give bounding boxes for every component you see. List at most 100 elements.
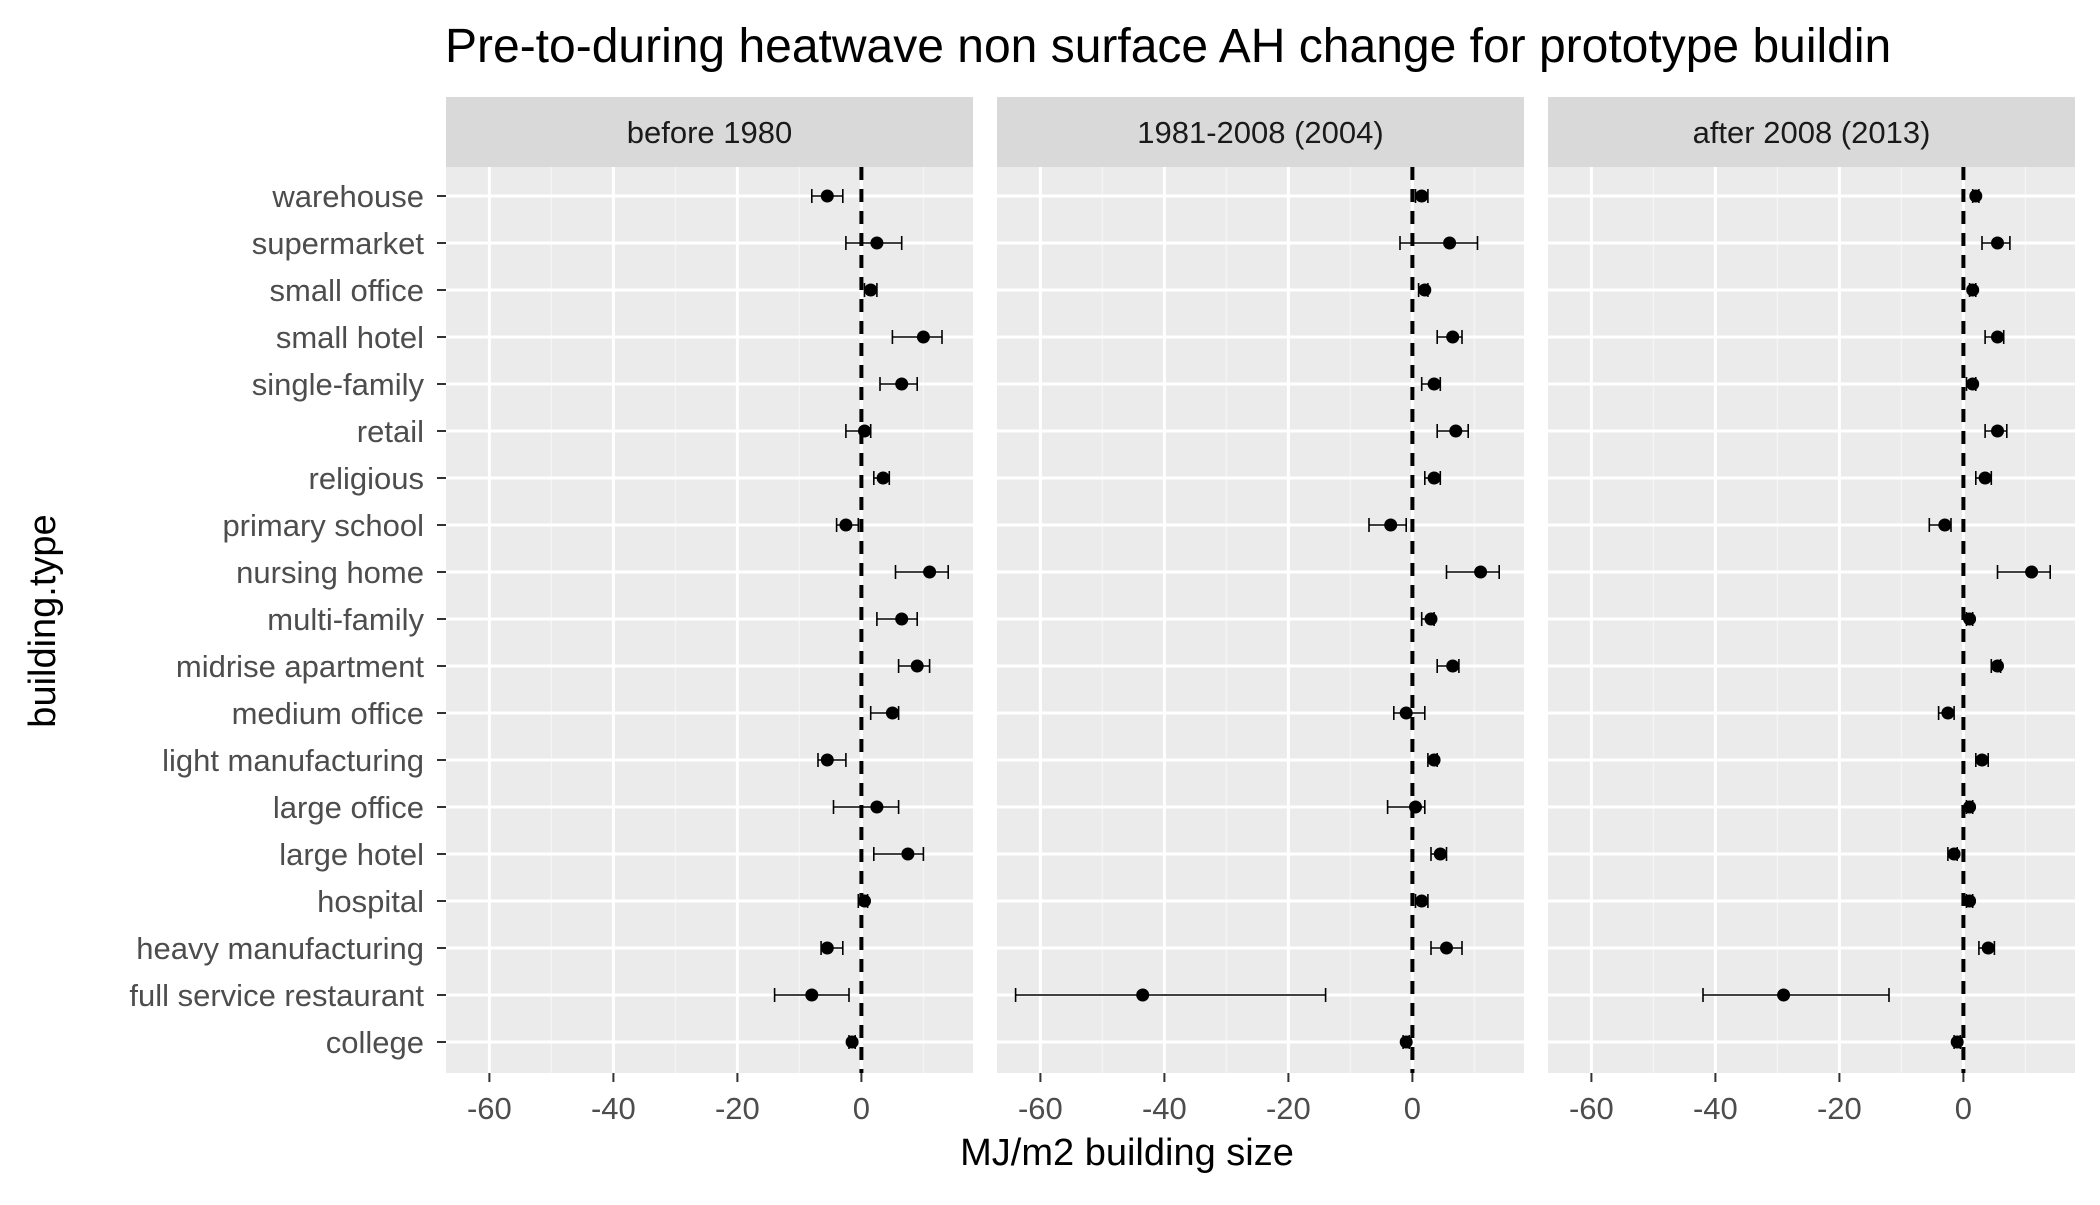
data-point-full-service-restaurant xyxy=(805,988,819,1002)
data-point-full-service-restaurant xyxy=(1777,988,1791,1002)
data-point-small-hotel xyxy=(1991,330,2004,344)
y-axis-label: building.type xyxy=(22,514,64,727)
data-point-warehouse xyxy=(1969,189,1983,203)
data-point-midrise-apartment xyxy=(1991,659,2004,673)
x-tick-label: -40 xyxy=(591,1091,636,1126)
y-tick-label-supermarket: supermarket xyxy=(252,226,425,261)
y-tick-label-small-office: small office xyxy=(270,273,425,308)
y-tick-label-warehouse: warehouse xyxy=(271,179,424,214)
x-tick-label: -40 xyxy=(1142,1091,1187,1126)
data-point-retail xyxy=(858,424,871,438)
data-point-religious xyxy=(876,471,890,485)
y-tick-label-retail: retail xyxy=(357,414,424,449)
data-point-heavy-manufacturing xyxy=(820,941,834,955)
data-point-multi-family xyxy=(1424,612,1438,626)
plot-layer: warehouse supermarket small office small ho… xyxy=(129,97,2075,1126)
facet-panel-2: 1981-2008 (2004) -60 -40 -20 0 xyxy=(997,97,1524,1126)
facet-strip-label: after 2008 (2013) xyxy=(1693,115,1931,150)
data-point-supermarket xyxy=(870,236,884,250)
y-tick-label-large-hotel: large hotel xyxy=(279,837,424,872)
data-point-large-hotel xyxy=(1947,847,1961,861)
y-tick-label-light-manufacturing: light manufacturing xyxy=(162,743,424,778)
data-point-primary-school xyxy=(1938,518,1952,532)
y-tick-label-hospital: hospital xyxy=(317,884,424,919)
y-tick-label-midrise-apartment: midrise apartment xyxy=(176,649,424,684)
data-point-medium-office xyxy=(1941,706,1955,720)
x-axis-label: MJ/m2 building size xyxy=(960,1132,1294,1174)
data-point-primary-school xyxy=(1384,518,1398,532)
data-point-retail xyxy=(1449,424,1463,438)
x-tick-label: 0 xyxy=(1955,1091,1972,1126)
data-point-single-family xyxy=(1427,377,1441,391)
data-point-large-office xyxy=(1409,800,1422,814)
facet-strip-label: 1981-2008 (2004) xyxy=(1137,115,1383,150)
y-tick-label-religious: religious xyxy=(309,461,424,496)
data-point-large-hotel xyxy=(901,847,915,861)
x-tick-label: -60 xyxy=(467,1091,512,1126)
facet-strip xyxy=(1548,97,2075,167)
x-tick-label: 0 xyxy=(853,1091,870,1126)
data-point-medium-office xyxy=(885,706,899,720)
data-point-supermarket xyxy=(1991,236,2004,250)
x-tick-label: -20 xyxy=(1817,1091,1862,1126)
data-point-religious xyxy=(1427,471,1441,485)
y-tick-label-small-hotel: small hotel xyxy=(276,320,424,355)
facet-strip xyxy=(997,97,1524,167)
data-point-supermarket xyxy=(1443,236,1457,250)
data-point-light-manufacturing xyxy=(820,753,834,767)
x-tick-label: -60 xyxy=(1018,1091,1063,1126)
data-point-retail xyxy=(1991,424,2004,438)
y-tick-label-heavy-manufacturing: heavy manufacturing xyxy=(136,931,424,966)
y-tick-label-full-service-restaurant: full service restaurant xyxy=(129,978,424,1013)
data-point-light-manufacturing xyxy=(1427,753,1441,767)
y-tick-label-single-family: single-family xyxy=(252,367,425,402)
data-point-heavy-manufacturing xyxy=(1981,941,1995,955)
data-point-single-family xyxy=(1966,377,1980,391)
data-point-warehouse xyxy=(1415,189,1429,203)
data-point-medium-office xyxy=(1399,706,1413,720)
y-tick-label-multi-family: multi-family xyxy=(267,602,424,637)
facet-strip xyxy=(446,97,973,167)
y-tick-label-large-office: large office xyxy=(273,790,424,825)
data-point-full-service-restaurant xyxy=(1136,988,1150,1002)
facet-panel-3: after 2008 (2013) -60 -40 -20 0 xyxy=(1548,97,2075,1126)
data-point-college xyxy=(845,1035,859,1049)
data-point-primary-school xyxy=(839,518,853,532)
data-point-multi-family xyxy=(1963,612,1977,626)
data-point-large-office xyxy=(1963,800,1977,814)
facet-panel-1: before 1980 -60 -40 -20 0 xyxy=(446,97,973,1126)
y-tick-labels: warehouse supermarket small office small ho… xyxy=(129,179,446,1060)
x-tick-label: -20 xyxy=(715,1091,760,1126)
data-point-midrise-apartment xyxy=(1446,659,1460,673)
y-tick-label-college: college xyxy=(326,1025,424,1060)
x-tick-label: -20 xyxy=(1266,1091,1311,1126)
x-tick-label: 0 xyxy=(1404,1091,1421,1126)
data-point-single-family xyxy=(895,377,909,391)
data-point-hospital xyxy=(1963,894,1977,908)
data-point-nursing-home xyxy=(1474,565,1488,579)
facet-strip-label: before 1980 xyxy=(627,115,792,150)
data-point-heavy-manufacturing xyxy=(1440,941,1453,955)
data-point-nursing-home xyxy=(2025,565,2039,579)
data-point-small-office xyxy=(1966,283,1980,297)
y-tick-label-nursing-home: nursing home xyxy=(236,555,424,590)
data-point-light-manufacturing xyxy=(1975,753,1989,767)
x-tick-label: -60 xyxy=(1569,1091,1614,1126)
data-point-college xyxy=(1399,1035,1413,1049)
data-point-midrise-apartment xyxy=(910,659,924,673)
data-point-small-hotel xyxy=(916,330,930,344)
data-point-small-office xyxy=(1418,283,1432,297)
data-point-nursing-home xyxy=(923,565,937,579)
data-point-college xyxy=(1950,1035,1964,1049)
data-point-small-hotel xyxy=(1446,330,1460,344)
data-point-warehouse xyxy=(820,189,834,203)
y-tick-label-medium-office: medium office xyxy=(232,696,424,731)
x-tick-label: -40 xyxy=(1693,1091,1738,1126)
data-point-large-office xyxy=(870,800,884,814)
data-point-multi-family xyxy=(895,612,909,626)
data-point-hospital xyxy=(858,894,871,908)
data-point-small-office xyxy=(864,283,878,297)
data-point-hospital xyxy=(1415,894,1429,908)
